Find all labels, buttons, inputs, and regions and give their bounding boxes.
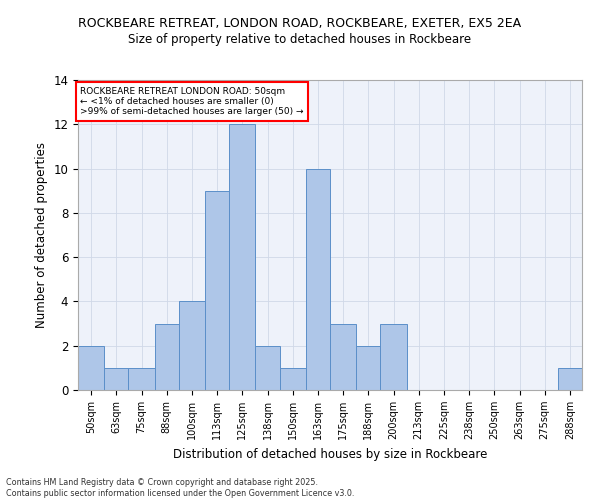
Text: Size of property relative to detached houses in Rockbeare: Size of property relative to detached ho… [128,32,472,46]
Bar [356,346,380,390]
Bar [104,368,128,390]
Bar [229,124,256,390]
Text: ROCKBEARE RETREAT, LONDON ROAD, ROCKBEARE, EXETER, EX5 2EA: ROCKBEARE RETREAT, LONDON ROAD, ROCKBEAR… [79,18,521,30]
Bar [128,368,155,390]
Bar [78,346,104,390]
Y-axis label: Number of detached properties: Number of detached properties [35,142,48,328]
Bar [558,368,582,390]
Text: ROCKBEARE RETREAT LONDON ROAD: 50sqm
← <1% of detached houses are smaller (0)
>9: ROCKBEARE RETREAT LONDON ROAD: 50sqm ← <… [80,86,304,117]
X-axis label: Distribution of detached houses by size in Rockbeare: Distribution of detached houses by size … [173,448,487,460]
Bar [330,324,356,390]
Text: Contains HM Land Registry data © Crown copyright and database right 2025.
Contai: Contains HM Land Registry data © Crown c… [6,478,355,498]
Bar [205,190,229,390]
Bar [380,324,407,390]
Bar [280,368,306,390]
Bar [179,302,205,390]
Bar [256,346,280,390]
Bar [306,168,330,390]
Bar [155,324,179,390]
